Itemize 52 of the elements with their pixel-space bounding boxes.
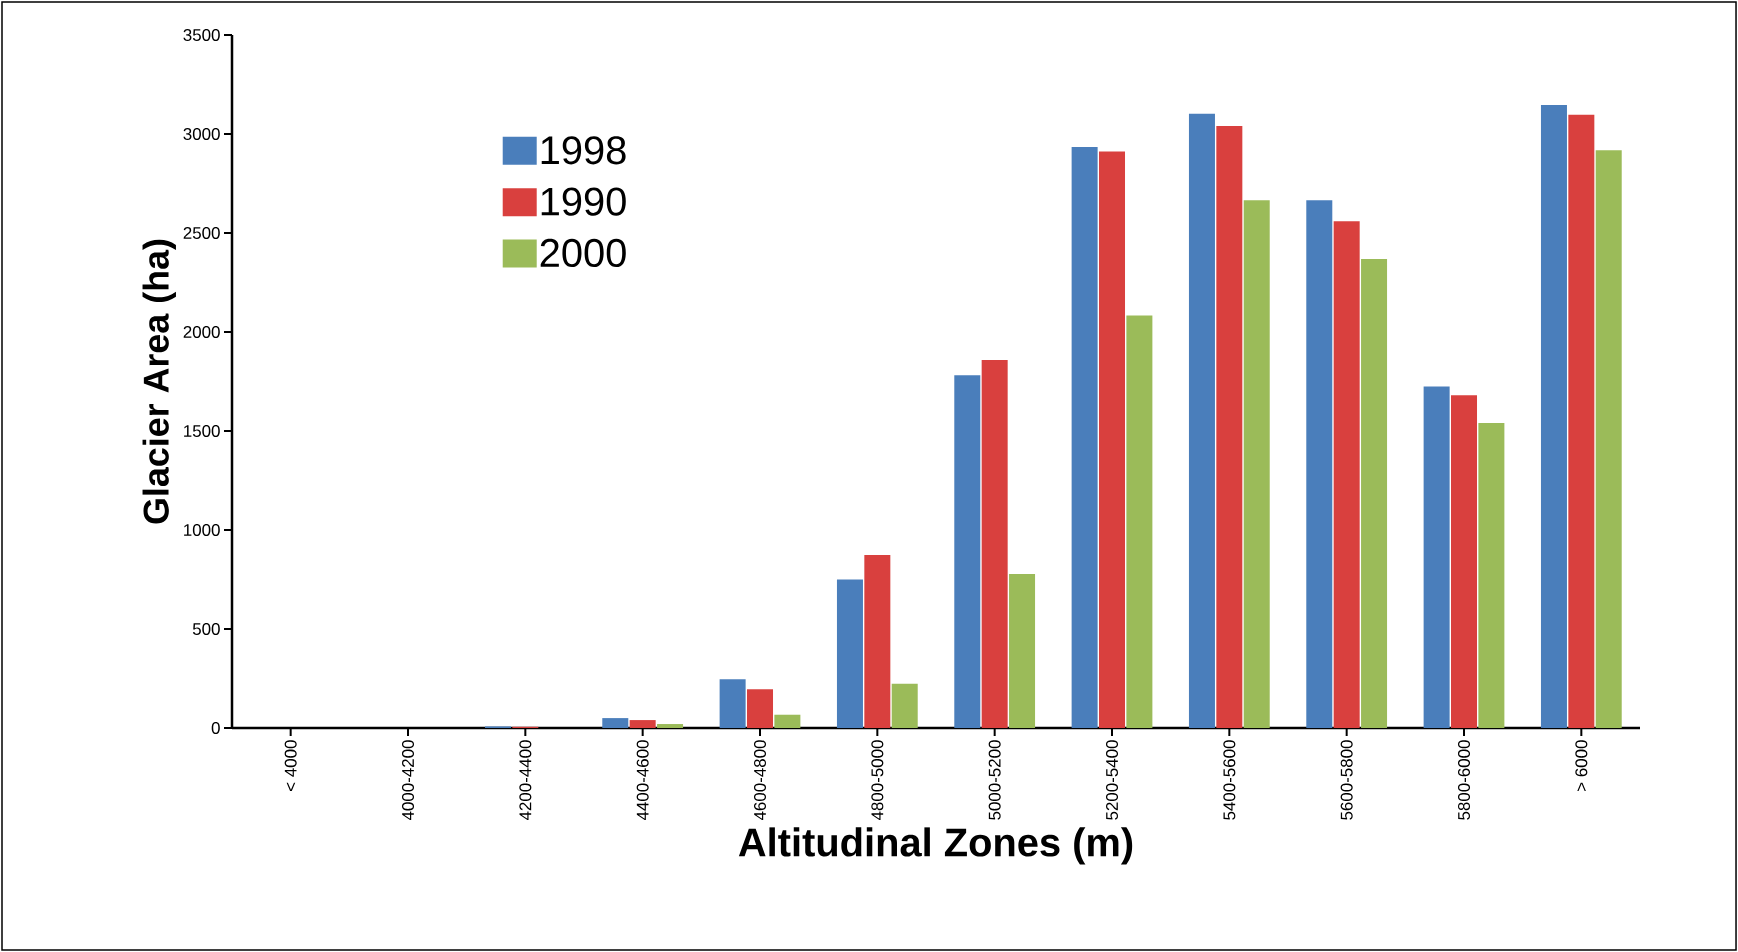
x-tick-label: 5600-5800 [1340, 740, 1353, 820]
x-axis-title: Altitudinal Zones (m) [738, 827, 1133, 865]
y-tick-label: 3000 [183, 128, 220, 140]
bar [1099, 151, 1126, 728]
y-tick-label: 2000 [183, 326, 220, 338]
x-tick-label: 4000-4200 [402, 740, 414, 821]
bar [1071, 147, 1098, 728]
bar [1243, 200, 1270, 728]
legend-label: 1990 [541, 187, 626, 216]
bar [864, 554, 891, 728]
y-tick-label: 1000 [184, 524, 220, 536]
bar [1216, 125, 1243, 728]
x-tick-label: 5400-5600 [1223, 740, 1236, 820]
x-tick-label: 4400-4600 [636, 740, 649, 821]
x-tick-label: 4800-5000 [871, 740, 884, 821]
bar [747, 689, 774, 728]
y-tick-label: 500 [192, 623, 220, 635]
x-tick-label: 5200-5400 [1106, 740, 1118, 820]
legend-label: 2000 [540, 238, 626, 268]
bar [1009, 573, 1036, 728]
bar [774, 714, 801, 728]
y-tick-label: 3500 [183, 29, 220, 41]
y-tick-label: 0 [211, 722, 220, 734]
x-tick-label: 4200-4400 [519, 740, 532, 821]
bar [1126, 315, 1153, 728]
bar [1540, 104, 1567, 728]
y-tick-label: 2500 [183, 227, 220, 239]
x-tick-label: < 4000 [284, 740, 297, 791]
bar [981, 359, 1008, 728]
bar [954, 375, 981, 728]
bar [657, 724, 684, 728]
x-tick-label: > 6000 [1575, 740, 1588, 791]
bar [1568, 114, 1595, 728]
legend-label: 1998 [541, 136, 626, 165]
x-tick-label: 5800-6000 [1458, 740, 1470, 820]
x-tick-label: 5000-5200 [988, 740, 1001, 820]
bar [1306, 200, 1333, 728]
bar [1423, 386, 1450, 728]
y-tick-label: 1500 [184, 425, 220, 437]
y-axis-title: Glacier Area (ha) [142, 239, 176, 524]
bar [1361, 258, 1388, 728]
bar [1333, 221, 1360, 728]
bar [1478, 423, 1505, 728]
bar [602, 718, 629, 728]
bar [629, 720, 656, 728]
bar [1451, 395, 1478, 728]
bar [1595, 150, 1622, 728]
bar [891, 683, 918, 728]
x-tick-label: 4600-4800 [754, 740, 766, 821]
bar [719, 679, 746, 728]
bar [836, 579, 863, 728]
bar [1188, 113, 1215, 728]
